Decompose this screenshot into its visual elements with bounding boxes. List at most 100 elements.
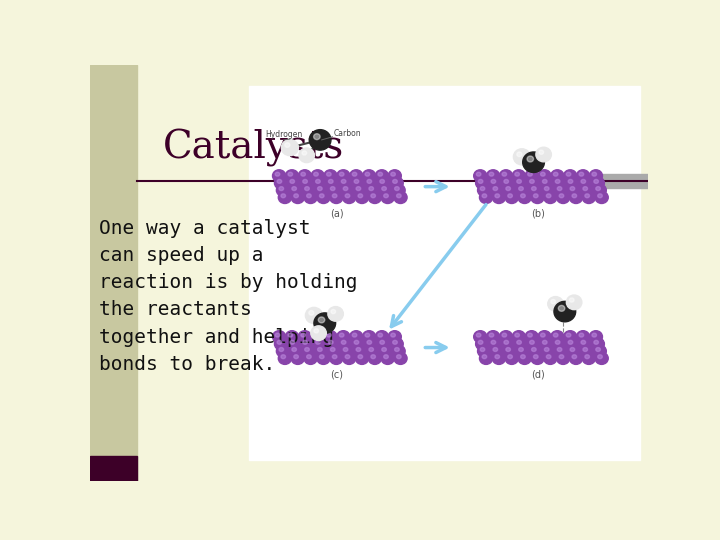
Ellipse shape — [381, 191, 395, 204]
Ellipse shape — [328, 307, 343, 321]
Ellipse shape — [534, 355, 538, 359]
Ellipse shape — [328, 179, 333, 184]
Ellipse shape — [330, 352, 343, 365]
Ellipse shape — [314, 134, 320, 140]
Ellipse shape — [290, 179, 294, 184]
Text: Catalysts: Catalysts — [163, 129, 343, 167]
Ellipse shape — [309, 310, 314, 315]
Ellipse shape — [300, 338, 313, 350]
Ellipse shape — [566, 333, 571, 337]
Ellipse shape — [310, 130, 331, 150]
Ellipse shape — [395, 187, 399, 191]
Text: (c): (c) — [330, 370, 343, 380]
Ellipse shape — [589, 330, 603, 343]
Ellipse shape — [289, 184, 302, 196]
Ellipse shape — [369, 187, 374, 191]
Ellipse shape — [290, 340, 294, 345]
Ellipse shape — [557, 191, 570, 204]
Ellipse shape — [338, 338, 352, 350]
Ellipse shape — [317, 352, 330, 365]
Ellipse shape — [504, 340, 508, 345]
Ellipse shape — [565, 338, 579, 350]
Ellipse shape — [593, 184, 606, 196]
Ellipse shape — [390, 338, 403, 350]
Ellipse shape — [287, 177, 300, 189]
Ellipse shape — [508, 355, 513, 359]
Ellipse shape — [287, 338, 300, 350]
Ellipse shape — [554, 333, 558, 337]
Ellipse shape — [501, 177, 515, 189]
Ellipse shape — [314, 333, 318, 337]
Ellipse shape — [512, 170, 526, 182]
Ellipse shape — [551, 330, 564, 343]
Ellipse shape — [382, 187, 387, 191]
Ellipse shape — [324, 170, 337, 182]
Ellipse shape — [529, 184, 542, 196]
Ellipse shape — [589, 170, 603, 182]
Ellipse shape — [279, 348, 284, 352]
Ellipse shape — [488, 338, 502, 350]
Ellipse shape — [582, 191, 595, 204]
Ellipse shape — [579, 333, 584, 337]
Ellipse shape — [570, 352, 582, 365]
Ellipse shape — [315, 179, 320, 184]
Ellipse shape — [367, 340, 372, 345]
Ellipse shape — [493, 187, 498, 191]
Text: (b): (b) — [531, 209, 545, 219]
Ellipse shape — [311, 326, 326, 340]
Ellipse shape — [501, 338, 515, 350]
Ellipse shape — [345, 194, 350, 198]
Ellipse shape — [395, 348, 399, 352]
Ellipse shape — [326, 177, 339, 189]
Ellipse shape — [591, 177, 604, 189]
Text: Carbon: Carbon — [334, 129, 361, 138]
Ellipse shape — [525, 330, 539, 343]
Ellipse shape — [281, 355, 286, 359]
Ellipse shape — [279, 191, 292, 204]
Ellipse shape — [477, 184, 491, 196]
Ellipse shape — [559, 355, 564, 359]
Ellipse shape — [546, 355, 551, 359]
Ellipse shape — [518, 187, 523, 191]
Ellipse shape — [292, 187, 297, 191]
Ellipse shape — [505, 191, 518, 204]
Ellipse shape — [392, 179, 397, 184]
Ellipse shape — [380, 340, 384, 345]
Ellipse shape — [377, 338, 390, 350]
Ellipse shape — [513, 149, 531, 165]
Ellipse shape — [527, 338, 540, 350]
Ellipse shape — [512, 330, 526, 343]
Ellipse shape — [490, 345, 503, 357]
Ellipse shape — [567, 295, 582, 309]
Ellipse shape — [303, 179, 307, 184]
Ellipse shape — [477, 345, 491, 357]
Ellipse shape — [572, 355, 577, 359]
Ellipse shape — [539, 150, 544, 154]
Ellipse shape — [378, 333, 382, 337]
Ellipse shape — [314, 172, 318, 176]
Ellipse shape — [302, 345, 315, 357]
Ellipse shape — [523, 152, 544, 172]
Ellipse shape — [371, 194, 375, 198]
Ellipse shape — [382, 348, 387, 352]
Ellipse shape — [564, 330, 577, 343]
Ellipse shape — [518, 352, 531, 365]
Ellipse shape — [343, 187, 348, 191]
Ellipse shape — [394, 191, 407, 204]
Ellipse shape — [544, 187, 549, 191]
Ellipse shape — [288, 172, 292, 176]
Ellipse shape — [273, 170, 286, 182]
Ellipse shape — [567, 184, 580, 196]
Ellipse shape — [502, 172, 507, 176]
Ellipse shape — [503, 184, 516, 196]
Ellipse shape — [572, 194, 577, 198]
Ellipse shape — [305, 348, 310, 352]
Ellipse shape — [489, 333, 494, 337]
Ellipse shape — [367, 179, 372, 184]
Ellipse shape — [476, 338, 489, 350]
Ellipse shape — [548, 296, 563, 311]
Ellipse shape — [480, 191, 492, 204]
Ellipse shape — [478, 179, 483, 184]
Ellipse shape — [315, 345, 328, 357]
Ellipse shape — [397, 355, 401, 359]
